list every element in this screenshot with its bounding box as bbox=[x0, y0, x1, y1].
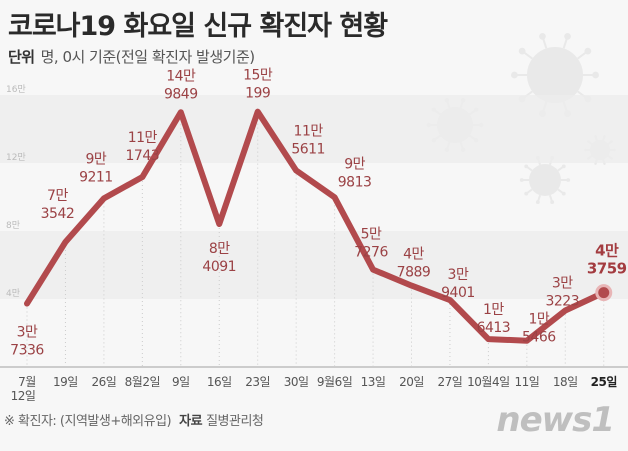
x-tick-label: 26일 bbox=[91, 375, 116, 389]
x-tick-label: 11일 bbox=[514, 375, 539, 389]
x-tick-label: 30일 bbox=[284, 375, 309, 389]
x-tick-label: 16일 bbox=[207, 375, 232, 389]
data-label: 3만 7336 bbox=[10, 325, 44, 359]
note-text: ※ 확진자: (지역발생+해외유입) bbox=[4, 414, 172, 429]
last-point-marker bbox=[595, 284, 613, 302]
x-tick-label: 9일 bbox=[172, 375, 190, 389]
x-tick-label: 8월2일 bbox=[125, 375, 160, 389]
page-title: 코로나19 화요일 신규 확진자 현황 bbox=[8, 11, 388, 42]
unit-label: 단위 bbox=[8, 48, 35, 66]
data-label: 4만 7889 bbox=[397, 247, 431, 281]
unit-text: 명, 0시 기준(전일 확진자 발생기준) bbox=[40, 48, 256, 66]
series-line bbox=[24, 108, 607, 344]
x-tick-label: 13일 bbox=[361, 375, 386, 389]
data-label: 4만 3759 bbox=[587, 242, 627, 278]
data-label: 3만 9401 bbox=[441, 267, 475, 301]
data-label: 8만 4091 bbox=[202, 241, 236, 275]
y-tick-label: 12만 bbox=[6, 152, 26, 163]
x-tick-label: 7월 12일 bbox=[11, 375, 36, 403]
x-tick-label: 10월4일 bbox=[467, 375, 510, 389]
y-tick-label: 4만 bbox=[6, 288, 20, 299]
x-tick-label: 19일 bbox=[53, 375, 78, 389]
data-label: 9만 9813 bbox=[338, 156, 372, 190]
data-label: 7만 3542 bbox=[41, 188, 75, 222]
grid-band bbox=[0, 95, 628, 163]
data-label: 9만 9211 bbox=[79, 151, 113, 185]
data-label: 15만 199 bbox=[243, 68, 273, 102]
data-label: 5만 7276 bbox=[354, 227, 388, 261]
y-tick-label: 8만 bbox=[6, 220, 20, 231]
subtitle: 단위 명, 0시 기준(전일 확진자 발생기준) bbox=[8, 46, 255, 67]
x-tick-label: 27일 bbox=[438, 375, 463, 389]
footnote: ※ 확진자: (지역발생+해외유입) 자료 질병관리청 bbox=[4, 410, 264, 429]
data-label: 14만 9849 bbox=[164, 68, 198, 102]
x-tick-label: 9월6일 bbox=[317, 375, 352, 389]
x-tick-label: 23일 bbox=[245, 375, 270, 389]
x-tick-label: 25일 bbox=[591, 375, 618, 389]
source-text: 질병관리청 bbox=[206, 414, 264, 429]
data-label: 11만 1743 bbox=[126, 130, 160, 164]
source-label: 자료 bbox=[179, 414, 203, 429]
data-label: 1만 5466 bbox=[522, 312, 556, 346]
data-label: 11만 5611 bbox=[291, 123, 325, 157]
x-tick-label: 20일 bbox=[399, 375, 424, 389]
grid-band bbox=[0, 231, 628, 299]
news1-logo: news1 bbox=[496, 400, 615, 440]
data-label: 3만 3223 bbox=[545, 276, 579, 310]
x-tick-label: 18일 bbox=[553, 375, 578, 389]
y-tick-label: 16만 bbox=[6, 84, 26, 95]
virus-icon bbox=[519, 156, 571, 204]
data-label: 1만 6413 bbox=[477, 302, 511, 336]
